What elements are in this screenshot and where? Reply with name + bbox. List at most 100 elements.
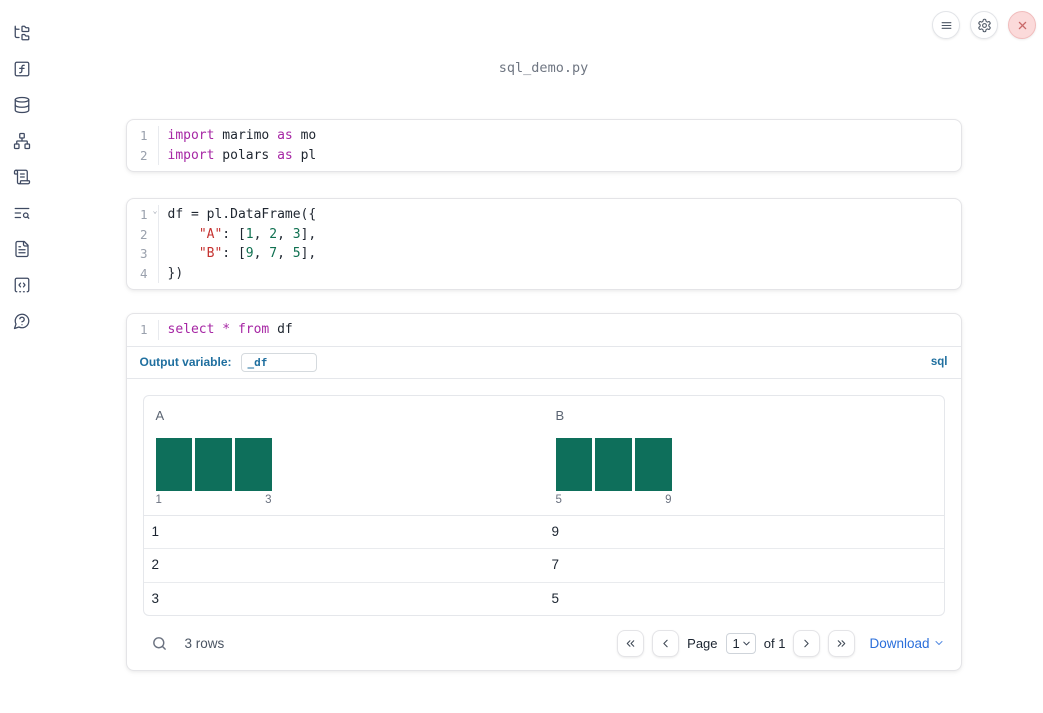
first-page-button[interactable] [617,629,645,657]
histogram-max-label: 3 [265,493,272,506]
download-button[interactable]: Download [869,636,944,651]
code-cell-imports: 1 import marimo as mo 2 import polars as pl [125,119,962,172]
column-name: A [155,407,165,423]
sidebar-item-dependencies[interactable] [13,132,31,150]
histogram-bar [595,437,632,491]
column-header-b[interactable]: B 5 9 [544,396,944,515]
code-line: 4}) [127,263,961,283]
sidebar-item-logs[interactable] [13,168,31,186]
output-variable-input[interactable]: _df [240,352,317,372]
code-text[interactable]: df = pl.DataFrame({ [157,205,961,225]
page-select[interactable]: 1 [725,632,756,654]
histogram-bar [555,437,593,491]
code-text[interactable]: "A": [1, 2, 3], [157,224,961,244]
histogram-bar [155,437,193,491]
table-cell: 2 [151,557,160,572]
network-icon [13,132,31,150]
code-text[interactable]: select * from df [157,320,961,340]
language-badge-sql[interactable]: sql [930,356,948,368]
code-text[interactable]: }) [157,263,961,283]
code-line: 1 select * from df [127,320,961,340]
folder-tree-icon [13,24,31,42]
sidebar-item-datasources[interactable] [13,96,31,114]
notebook-filename: sql_demo.py [498,60,589,76]
line-number: 3 [139,246,148,261]
notebook-main: sql_demo.py 1 import marimo as mo 2 import … [44,60,1043,671]
sql-cell: 1 select * from df Output variable: _df s… [125,313,962,671]
line-number: 1 [139,128,148,143]
sql-code-editor[interactable]: 1 select * from df [127,314,961,346]
hamburger-icon [939,18,954,33]
histogram-bar [195,437,232,491]
search-icon[interactable] [151,635,168,652]
sql-options-bar: Output variable: _df sql [126,347,961,379]
histogram-min-label: 1 [155,493,162,506]
code-line: 1 import marimo as mo [127,126,961,146]
table-cell: 9 [551,523,560,539]
shutdown-button[interactable] [1008,11,1036,39]
line-number: 1 [139,322,148,337]
download-label: Download [869,635,930,651]
page-select-value: 1 [732,635,740,651]
text-search-icon [13,204,31,222]
page-total-label: of 1 [763,635,786,651]
histogram-min-label: 5 [555,493,562,506]
sidebar-item-help[interactable] [13,312,31,330]
page-label: Page [687,635,718,651]
column-name: B [555,407,565,423]
table-cell: 3 [151,590,160,606]
histogram-bar [634,437,672,491]
file-text-icon [13,240,31,258]
line-number: 4 [139,265,148,281]
left-icon-rail [0,0,44,713]
sidebar-item-tracebacks[interactable] [13,204,31,222]
pagination: Page 1 of 1 Download [617,629,944,657]
message-question-icon [13,312,31,330]
table-cell: 7 [551,557,560,572]
code-editor[interactable]: 1 ⌄ df = pl.DataFrame({2 "A": [1, 2, 3], 3 … [127,199,961,289]
histogram-bar [234,437,272,491]
fold-chevron-icon[interactable]: ⌄ [152,206,158,215]
settings-button[interactable] [970,11,998,39]
code-cell-dataframe: 1 ⌄ df = pl.DataFrame({2 "A": [1, 2, 3], 3 … [125,198,962,290]
line-number: 2 [139,147,148,163]
code-text[interactable]: import marimo as mo [157,126,961,146]
next-page-button[interactable] [793,629,821,657]
code-text[interactable]: import polars as pl [157,145,961,165]
scroll-text-icon [13,168,31,186]
close-icon [1015,18,1030,33]
last-page-button[interactable] [828,629,856,657]
line-number: 2 [139,226,148,242]
code-text[interactable]: "B": [9, 7, 5], [157,244,961,264]
code-editor[interactable]: 1 import marimo as mo 2 import polars as pl [127,120,961,171]
table-cell: 1 [151,523,160,539]
sidebar-item-variables[interactable] [13,60,31,78]
table-cell: 5 [551,590,560,606]
row-count: 3 rows [184,635,225,651]
sidebar-item-file-explorer[interactable] [13,24,31,42]
code-line: 3 "B": [9, 7, 5], [127,244,961,264]
square-function-icon [13,60,31,78]
histogram-max-label: 9 [665,493,672,506]
output-variable-label: Output variable: [139,355,232,369]
code-line: 2 import polars as pl [127,145,961,165]
gear-icon [977,18,992,33]
database-icon [13,96,31,114]
sidebar-item-snippets[interactable] [13,276,31,294]
menu-button[interactable] [932,11,960,39]
square-dashed-code-icon [13,276,31,294]
sidebar-item-documentation[interactable] [13,240,31,258]
code-line: 2 "A": [1, 2, 3], [127,224,961,244]
code-line: 1 ⌄ df = pl.DataFrame({ [127,205,961,225]
table-footer: 3 rows Page 1 of 1 Download [143,616,945,670]
notebook-controls [932,11,1036,39]
previous-page-button[interactable] [652,629,680,657]
